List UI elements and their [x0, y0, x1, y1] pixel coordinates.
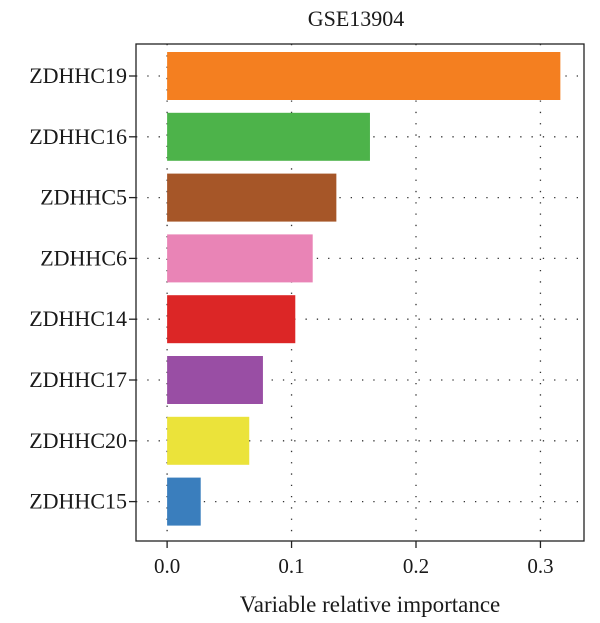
x-axis-label: Variable relative importance: [240, 592, 501, 617]
x-tick-label: 0.1: [278, 554, 304, 578]
y-tick-label: ZDHHC19: [29, 63, 127, 88]
y-tick-label: ZDHHC14: [29, 306, 127, 331]
y-tick-label: ZDHHC20: [29, 428, 127, 453]
y-tick-label: ZDHHC5: [40, 185, 127, 210]
y-tick-label: ZDHHC15: [29, 489, 127, 514]
y-tick-label: ZDHHC6: [40, 245, 127, 270]
x-tick-label: 0.0: [154, 554, 180, 578]
bar-zdhhc14: [167, 295, 296, 344]
x-tick-label: 0.2: [403, 554, 429, 578]
y-tick-label: ZDHHC17: [29, 367, 127, 392]
x-tick-label: 0.3: [527, 554, 553, 578]
plot-frame: [135, 43, 585, 542]
bar-zdhhc20: [167, 416, 250, 465]
bar-zdhhc16: [167, 112, 370, 161]
chart-title: GSE13904: [308, 6, 405, 31]
axes: ZDHHC19 ZDHHC16 ZDHHC5 ZDHHC6 ZDHHC14 ZDHHC17…: [29, 63, 553, 578]
bar-zdhhc15: [167, 477, 201, 526]
bars: [167, 52, 561, 526]
bar-zdhhc6: [167, 234, 313, 283]
y-tick-label: ZDHHC16: [29, 124, 127, 149]
bar-zdhhc19: [167, 52, 561, 100]
bar-zdhhc5: [167, 173, 337, 222]
bar-zdhhc17: [167, 356, 263, 404]
